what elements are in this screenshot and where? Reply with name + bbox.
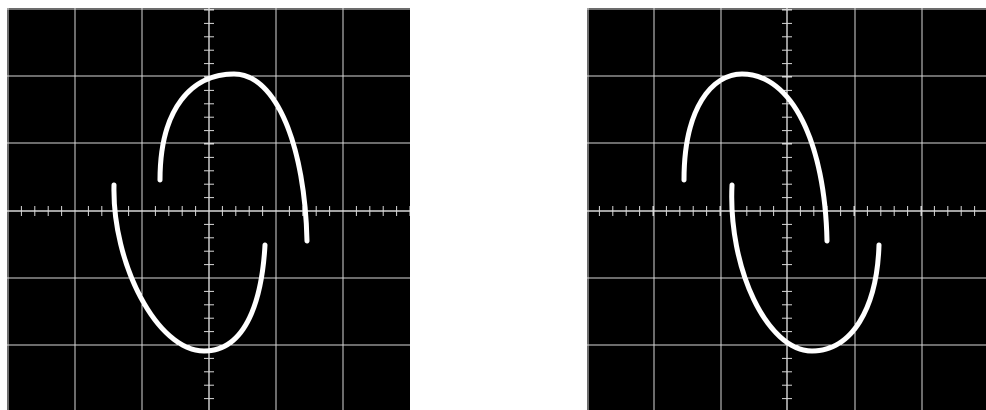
oscilloscope-screen-left — [7, 8, 410, 410]
axis-ticks-right — [598, 9, 976, 400]
axis-ticks-left — [7, 9, 410, 400]
oscilloscope-screen-right — [587, 8, 986, 410]
trace-upper-right — [681, 71, 830, 244]
trace-lower-left — [111, 182, 268, 354]
trace-upper-left — [157, 71, 310, 244]
scope-display-left — [7, 8, 410, 410]
trace-lower-right — [729, 182, 882, 354]
scope-display-right — [587, 8, 986, 410]
